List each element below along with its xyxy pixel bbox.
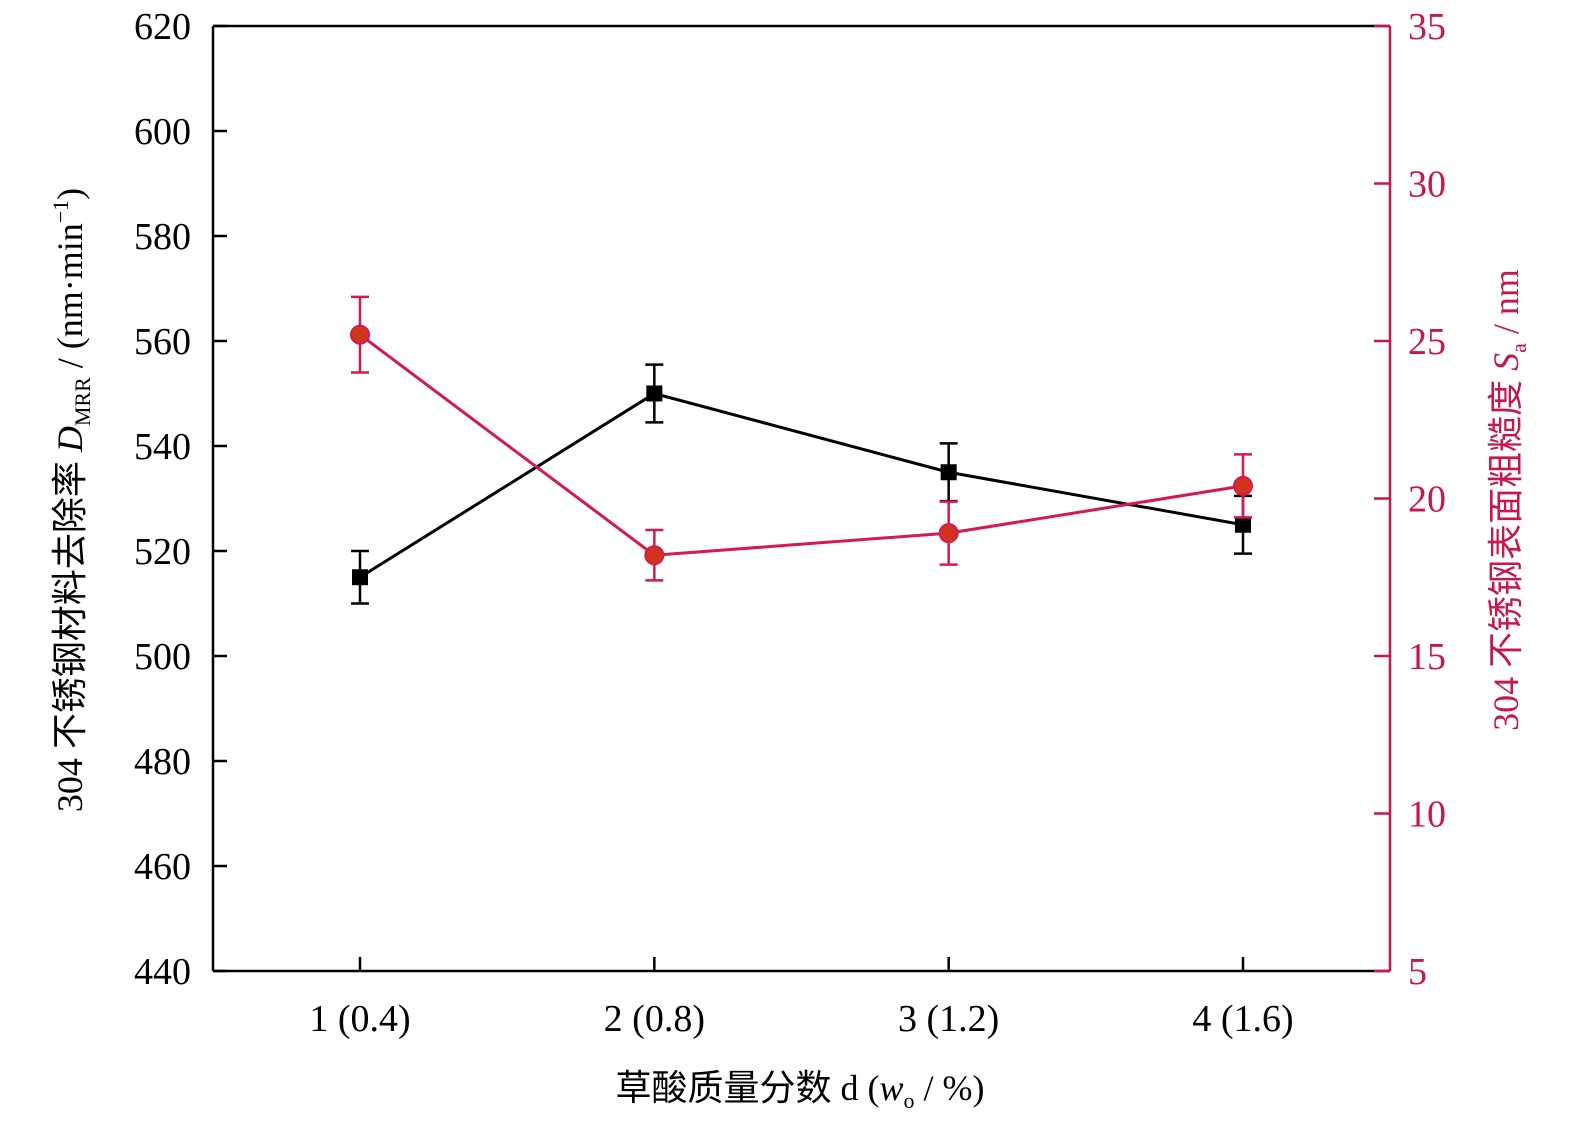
y-left-tick-label: 620 bbox=[134, 6, 191, 48]
y-left-tick-label: 540 bbox=[134, 426, 191, 468]
axes: 440 460 480 500 520 540 560 580 600 620 5 10 15 20 25 3… bbox=[134, 6, 1446, 1040]
y-right-tick-label: 30 bbox=[1408, 164, 1446, 206]
x-tick-label: 4 (1.6) bbox=[1192, 998, 1293, 1040]
y-left-tick-label: 560 bbox=[134, 321, 191, 363]
series-2-point bbox=[644, 545, 665, 566]
x-tick-label: 3 (1.2) bbox=[898, 998, 999, 1040]
y-right-tick-label: 5 bbox=[1408, 951, 1427, 993]
y-right-tick-label: 20 bbox=[1408, 479, 1446, 521]
chart-marks bbox=[350, 295, 1253, 605]
x-axis-title: 草酸质量分数 d (wo / %) bbox=[616, 1068, 985, 1113]
series-1-point bbox=[352, 569, 368, 586]
series-2-point bbox=[938, 523, 959, 544]
y-right-tick-label: 10 bbox=[1408, 794, 1446, 836]
y-right-tick-label: 35 bbox=[1408, 6, 1446, 48]
y-left-tick-label: 460 bbox=[134, 846, 191, 888]
series-2-point bbox=[350, 324, 370, 345]
y-left-tick-label: 440 bbox=[134, 951, 191, 993]
series-2-point bbox=[1233, 475, 1253, 496]
series-1-point bbox=[646, 385, 663, 402]
y-right-axis-title: 304 不锈钢表面粗糙度 Sa / nm bbox=[1486, 269, 1531, 731]
y-left-tick-label: 520 bbox=[134, 531, 191, 573]
x-tick-label: 1 (0.4) bbox=[309, 998, 410, 1040]
y-left-tick-label: 600 bbox=[134, 111, 191, 153]
series-1-line bbox=[359, 391, 1244, 579]
y-left-axis-title: 304 不锈钢材料去除率 DMRR / (nm·min−1) bbox=[48, 188, 95, 812]
x-tick-label: 2 (0.8) bbox=[604, 998, 705, 1040]
series-1-point bbox=[1235, 516, 1251, 533]
y-left-tick-label: 500 bbox=[134, 636, 191, 678]
y-right-tick-label: 25 bbox=[1408, 321, 1446, 363]
y-left-tick-label: 580 bbox=[134, 216, 191, 258]
y-left-tick-label: 480 bbox=[134, 741, 191, 783]
y-right-tick-label: 15 bbox=[1408, 636, 1446, 678]
series-2-line bbox=[359, 333, 1244, 557]
series-1-point bbox=[940, 464, 957, 481]
